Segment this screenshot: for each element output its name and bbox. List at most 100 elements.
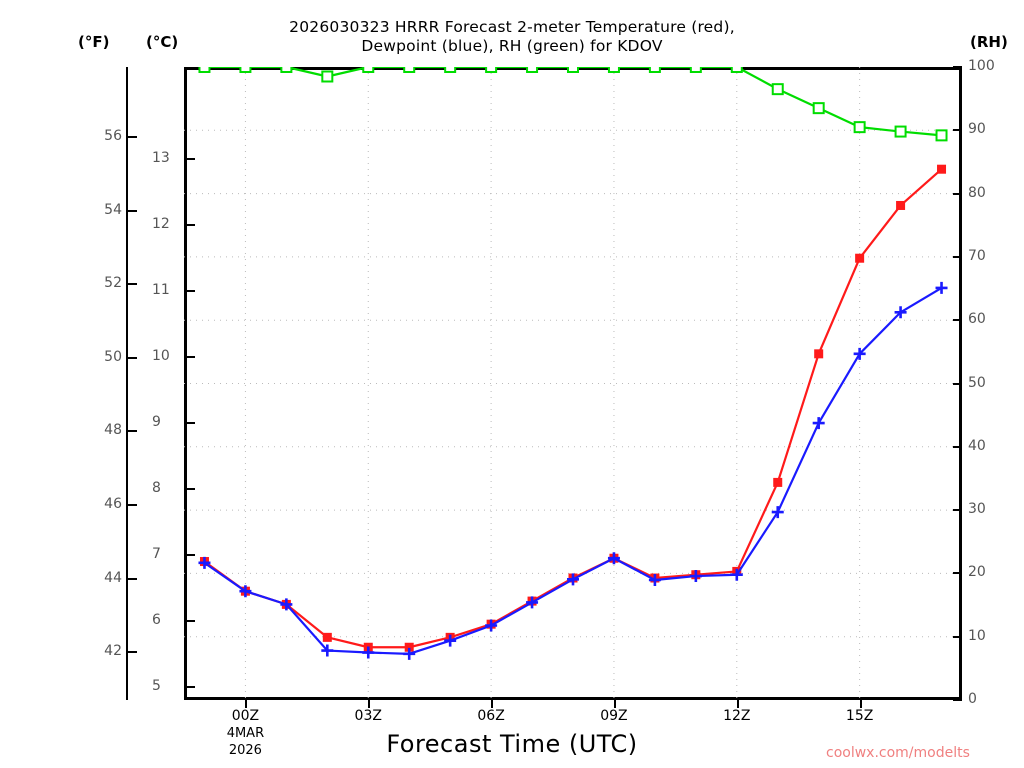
axis-label-celsius: (°C) (146, 33, 179, 51)
rh-tick: 40 (968, 437, 986, 454)
fahrenheit-tick: 54 (104, 201, 122, 218)
fahrenheit-tick-mark (128, 503, 137, 506)
celsius-tick-mark (186, 685, 195, 688)
chart-title-line1: 2026030323 HRRR Forecast 2-meter Tempera… (289, 18, 735, 36)
data-point-marker (894, 306, 907, 319)
data-point-marker (689, 570, 702, 583)
fahrenheit-tick-mark (128, 577, 137, 580)
rh-tick-mark (953, 192, 962, 195)
rh-tick-mark (953, 509, 962, 512)
chart-title-line2: Dewpoint (blue), RH (green) for KDOV (361, 37, 663, 55)
data-point-marker (362, 646, 375, 659)
fahrenheit-tick-mark (128, 209, 137, 212)
data-point-marker (853, 347, 866, 360)
data-point-marker (321, 70, 334, 83)
data-point-marker (855, 253, 865, 263)
celsius-tick-mark (186, 619, 195, 622)
data-point-marker (362, 67, 375, 73)
data-point-marker (444, 634, 457, 647)
data-point-marker (730, 568, 743, 581)
x-tick-label: 06Z (477, 708, 505, 724)
rh-tick-mark (953, 129, 962, 132)
data-point-marker (403, 647, 416, 660)
celsius-tick: 13 (152, 150, 170, 167)
data-point-marker (485, 619, 498, 632)
celsius-tick: 7 (152, 545, 161, 562)
rh-tick: 50 (968, 374, 986, 391)
x-tick-label: 15Z (845, 708, 874, 724)
celsius-tick-mark (186, 356, 195, 359)
rh-tick-mark (953, 635, 962, 638)
rh-tick-mark (953, 445, 962, 448)
data-point-marker (771, 83, 784, 96)
celsius-tick: 11 (152, 282, 170, 299)
x-tick-mark (245, 700, 248, 708)
data-point-marker (648, 67, 661, 73)
chart-svg (184, 67, 962, 700)
data-point-marker (321, 644, 334, 657)
data-point-marker (771, 506, 784, 519)
data-point-marker (730, 67, 743, 73)
data-point-marker (896, 200, 906, 210)
data-point-marker (198, 67, 211, 73)
celsius-tick: 8 (152, 480, 161, 496)
data-point-marker (404, 642, 414, 652)
x-tick-label: 03Z (354, 708, 382, 724)
rh-tick-mark (953, 319, 962, 322)
data-point-marker (812, 102, 825, 115)
date-stack-month: 4MAR (226, 726, 265, 741)
data-point-marker (322, 632, 332, 642)
rh-tick: 30 (968, 501, 986, 518)
celsius-tick-mark (186, 158, 195, 161)
celsius-tick: 9 (152, 414, 161, 431)
fahrenheit-axis-spine (126, 67, 128, 700)
celsius-tick: 6 (152, 611, 161, 628)
data-point-marker (526, 67, 539, 73)
data-point-marker (567, 573, 579, 586)
chart-title: 2026030323 HRRR Forecast 2-meter Tempera… (0, 18, 1024, 56)
rh-tick-mark (953, 382, 962, 385)
fahrenheit-tick: 48 (104, 422, 122, 439)
series-line-relative-humidity (203, 67, 943, 137)
x-tick-label: 00Z (231, 708, 260, 724)
celsius-tick-mark (186, 290, 195, 293)
fahrenheit-tick-mark (128, 135, 137, 138)
x-tick-label: 09Z (600, 708, 628, 724)
rh-tick: 10 (968, 627, 986, 644)
fahrenheit-tick: 52 (104, 275, 122, 292)
fahrenheit-tick-mark (128, 283, 137, 286)
data-point-marker (567, 67, 579, 73)
date-stack-year: 2026 (228, 743, 262, 758)
rh-tick-mark (953, 66, 962, 68)
data-point-marker (814, 349, 824, 359)
data-point-marker (773, 477, 783, 487)
axis-label-relative-humidity: (RH) (970, 33, 1008, 51)
rh-tick-mark (953, 699, 962, 701)
x-tick-mark (859, 700, 862, 708)
data-point-marker (935, 129, 948, 142)
data-point-marker (689, 67, 702, 73)
rh-tick-mark (953, 572, 962, 575)
fahrenheit-tick: 46 (104, 495, 122, 512)
fahrenheit-tick-mark (128, 651, 137, 654)
celsius-tick-mark (186, 553, 195, 556)
date-stack: 4MAR 2026 (215, 725, 275, 759)
data-point-marker (403, 67, 416, 73)
rh-tick-mark (953, 255, 962, 258)
celsius-tick: 12 (152, 216, 170, 233)
data-point-marker (607, 552, 620, 565)
data-point-marker (607, 67, 620, 73)
x-tick-mark (368, 700, 371, 708)
x-tick-label: 12Z (723, 708, 751, 724)
axis-label-fahrenheit: (°F) (78, 33, 110, 51)
rh-tick: 0 (968, 691, 977, 707)
rh-tick: 60 (968, 311, 986, 328)
rh-tick: 100 (968, 58, 995, 74)
celsius-tick: 5 (152, 677, 161, 694)
data-point-marker (239, 67, 252, 73)
data-point-marker (526, 596, 539, 609)
data-point-marker (280, 598, 293, 611)
data-point-marker (198, 556, 211, 569)
celsius-tick-mark (186, 488, 195, 490)
data-point-marker (935, 281, 948, 294)
